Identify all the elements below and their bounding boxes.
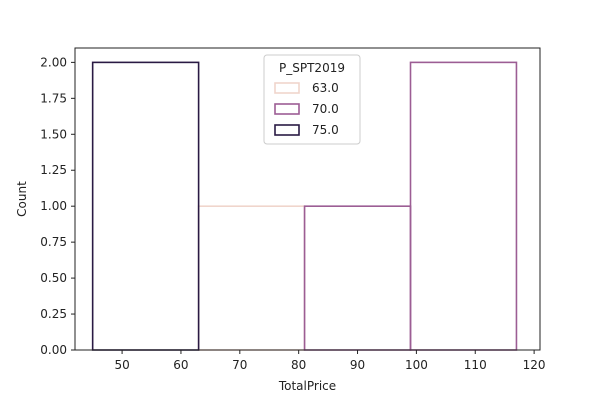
x-tick-label: 90	[350, 358, 365, 372]
y-tick-label: 0.00	[40, 343, 67, 357]
histogram-bar-70.0-1	[409, 61, 518, 351]
x-axis: 50 60 70 80 90 100 110 120	[114, 350, 546, 372]
legend-frame	[263, 54, 361, 145]
legend-entry-label: 63.0	[312, 81, 339, 95]
y-tick-label: 0.75	[40, 235, 67, 249]
x-tick-label: 110	[464, 358, 487, 372]
y-axis-title: Count	[15, 181, 29, 217]
y-tick-label: 1.75	[40, 91, 67, 105]
legend-swatch	[274, 103, 300, 115]
y-axis: 0.00 0.25 0.50 0.75 1.00 1.25 1.50 1.75 2.00	[40, 55, 75, 357]
x-tick-label: 120	[523, 358, 546, 372]
x-axis-title: TotalPrice	[278, 379, 336, 393]
histogram-bar-63.0-0	[197, 205, 306, 351]
legend-entries: 63.0 70.0 75.0	[274, 81, 339, 137]
histogram-bar-75.0-0	[91, 61, 200, 351]
x-tick-label: 70	[232, 358, 247, 372]
legend: P_SPT2019 63.0 70.0 75.0	[263, 54, 361, 145]
legend-swatch	[274, 124, 300, 136]
legend-entry-label: 70.0	[312, 102, 339, 116]
y-tick-label: 1.50	[40, 127, 67, 141]
axes-frame	[74, 47, 541, 351]
x-tick-label: 50	[114, 358, 129, 372]
y-tick-label: 0.50	[40, 271, 67, 285]
legend-title: P_SPT2019	[279, 61, 345, 75]
y-tick-label: 1.25	[40, 163, 67, 177]
legend-entry-label: 75.0	[312, 123, 339, 137]
legend-swatch	[274, 82, 300, 94]
histogram-bar-70.0-0	[303, 205, 412, 351]
x-tick-label: 100	[405, 358, 428, 372]
y-tick-label: 2.00	[40, 55, 67, 69]
x-tick-label: 80	[291, 358, 306, 372]
x-tick-label: 60	[173, 358, 188, 372]
y-tick-label: 1.00	[40, 199, 67, 213]
y-tick-label: 0.25	[40, 307, 67, 321]
